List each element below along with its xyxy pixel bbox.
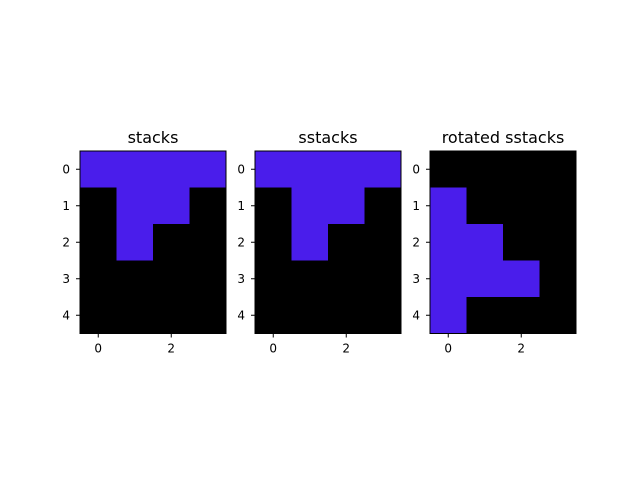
heatmap-cell bbox=[189, 187, 227, 225]
heatmap-cell bbox=[116, 260, 154, 298]
heatmap-cell bbox=[328, 151, 365, 188]
heatmap-cell bbox=[539, 297, 577, 334]
y-tick-label: 3 bbox=[237, 272, 245, 286]
y-tick-label: 2 bbox=[412, 235, 420, 249]
heatmap-cell bbox=[503, 297, 540, 334]
chart-title: rotated sstacks bbox=[442, 128, 565, 147]
heatmap-cell bbox=[153, 297, 190, 334]
panel-1: stacks 0 1 2 3 4 0 2 bbox=[62, 128, 227, 356]
heatmap-cell bbox=[466, 187, 504, 225]
x-tick-label: 0 bbox=[444, 342, 452, 356]
heatmap-cell bbox=[189, 260, 227, 298]
y-tick-label: 3 bbox=[62, 272, 70, 286]
heatmap-cell bbox=[364, 297, 402, 334]
heatmap-cell bbox=[80, 297, 117, 334]
y-tick-label: 4 bbox=[62, 308, 70, 322]
heatmap-cell bbox=[255, 187, 292, 225]
y-tick-label: 3 bbox=[412, 272, 420, 286]
heatmap-cell bbox=[80, 151, 117, 188]
heatmap-cell bbox=[153, 187, 190, 225]
y-tick-label: 1 bbox=[412, 199, 420, 213]
heatmap-cell bbox=[291, 224, 329, 261]
y-tick-label: 0 bbox=[62, 162, 70, 176]
chart-title: stacks bbox=[128, 128, 179, 147]
x-tick-label: 0 bbox=[269, 342, 277, 356]
heatmap-cell bbox=[80, 260, 117, 298]
heatmap-cell bbox=[255, 260, 292, 298]
heatmap-cell bbox=[364, 187, 402, 225]
x-tick-label: 2 bbox=[167, 342, 175, 356]
heatmap-cell bbox=[539, 224, 577, 261]
heatmap-cell bbox=[328, 224, 365, 261]
heatmap-cell bbox=[503, 187, 540, 225]
y-tick-label: 1 bbox=[237, 199, 245, 213]
heatmap-cell bbox=[116, 224, 154, 261]
heatmap-cell bbox=[430, 260, 467, 298]
y-tick-label: 4 bbox=[412, 308, 420, 322]
heatmap-cell bbox=[364, 224, 402, 261]
heatmap-cell bbox=[539, 260, 577, 298]
heatmap-cell bbox=[430, 187, 467, 225]
heatmap-cell bbox=[539, 187, 577, 225]
heatmap-cell bbox=[328, 260, 365, 298]
heatmap-cell bbox=[539, 151, 577, 188]
x-tick-label: 0 bbox=[94, 342, 102, 356]
heatmap-cell bbox=[291, 187, 329, 225]
heatmap-cell bbox=[430, 297, 467, 334]
heatmap-cell bbox=[189, 224, 227, 261]
heatmap-cell bbox=[80, 224, 117, 261]
heatmap-cell bbox=[153, 260, 190, 298]
heatmap-cell bbox=[466, 151, 504, 188]
heatmap-cell bbox=[153, 151, 190, 188]
heatmap-cell bbox=[503, 260, 540, 298]
heatmap-cell bbox=[189, 151, 227, 188]
panel-2: sstacks 0 1 2 3 4 0 2 bbox=[237, 128, 402, 356]
heatmap-cell bbox=[255, 151, 292, 188]
heatmap-cell bbox=[291, 260, 329, 298]
heatmap-cell bbox=[328, 297, 365, 334]
heatmap-cell bbox=[80, 187, 117, 225]
heatmap-cell bbox=[153, 224, 190, 261]
chart-title: sstacks bbox=[298, 128, 357, 147]
heatmap-cell bbox=[189, 297, 227, 334]
x-tick-label: 2 bbox=[342, 342, 350, 356]
heatmap-cell bbox=[116, 151, 154, 188]
heatmap-cell bbox=[466, 260, 504, 298]
heatmap-cell bbox=[364, 151, 402, 188]
y-tick-label: 2 bbox=[237, 235, 245, 249]
heatmap-cell bbox=[116, 187, 154, 225]
heatmap-cell bbox=[328, 187, 365, 225]
y-tick-label: 2 bbox=[62, 235, 70, 249]
x-tick-label: 2 bbox=[517, 342, 525, 356]
heatmap-cell bbox=[255, 224, 292, 261]
heatmap-cell bbox=[291, 297, 329, 334]
heatmap-cell bbox=[503, 224, 540, 261]
heatmap-cell bbox=[430, 224, 467, 261]
y-tick-label: 0 bbox=[237, 162, 245, 176]
heatmap-cell bbox=[430, 151, 467, 188]
y-tick-label: 0 bbox=[412, 162, 420, 176]
heatmap-cell bbox=[255, 297, 292, 334]
panel-3: rotated sstacks 0 1 2 3 4 0 2 bbox=[412, 128, 577, 356]
heatmap-cell bbox=[291, 151, 329, 188]
heatmap-cell bbox=[364, 260, 402, 298]
heatmap-cell bbox=[503, 151, 540, 188]
heatmap-cell bbox=[466, 297, 504, 334]
y-tick-label: 1 bbox=[62, 199, 70, 213]
y-tick-label: 4 bbox=[237, 308, 245, 322]
heatmap-cell bbox=[466, 224, 504, 261]
heatmap-cell bbox=[116, 297, 154, 334]
